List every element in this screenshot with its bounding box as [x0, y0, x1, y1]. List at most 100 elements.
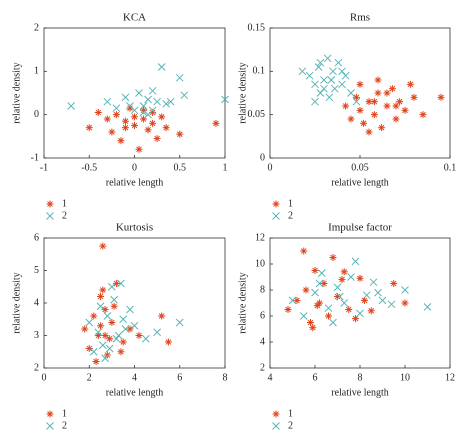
marker-stroke	[317, 269, 326, 277]
marker-stroke	[117, 279, 125, 288]
data-point	[387, 300, 396, 309]
marker-stroke	[127, 105, 133, 111]
marker-stroke	[357, 107, 363, 114]
marker-stroke	[374, 288, 382, 297]
data-point	[121, 124, 129, 132]
marker-stroke	[311, 97, 319, 106]
marker-stroke	[352, 97, 361, 106]
marker-stroke	[298, 67, 307, 76]
marker-stroke	[98, 341, 107, 350]
marker-stroke	[46, 212, 54, 220]
data-point	[144, 95, 152, 104]
marker-stroke	[411, 94, 417, 101]
y-tick-label: 1	[34, 66, 39, 77]
data-point	[361, 296, 368, 304]
x-tick-label: 4	[132, 372, 137, 383]
x-tick-label: 6	[313, 372, 318, 383]
data-point	[144, 126, 152, 134]
data-point	[85, 124, 93, 132]
chart-title: Kurtosis	[116, 222, 153, 234]
marker-stroke	[180, 91, 189, 100]
marker-stroke	[122, 124, 129, 131]
marker-stroke	[273, 411, 279, 417]
data-point	[307, 319, 314, 326]
data-point	[401, 106, 409, 114]
marker-stroke	[327, 76, 336, 84]
marker-stroke	[402, 300, 408, 306]
marker-stroke	[361, 297, 368, 304]
marker-stroke	[320, 76, 328, 84]
data-point	[347, 89, 355, 97]
data-point	[378, 296, 387, 305]
data-point	[157, 63, 166, 71]
legend-marker	[46, 212, 54, 220]
marker-stroke	[113, 111, 120, 118]
marker-stroke	[338, 80, 346, 89]
marker-stroke	[118, 348, 124, 355]
marker-stroke	[103, 312, 112, 320]
data-point	[334, 293, 341, 300]
data-point	[314, 63, 323, 71]
data-point	[323, 54, 332, 63]
marker-stroke	[153, 328, 161, 337]
marker-stroke	[384, 90, 390, 96]
data-point	[419, 111, 427, 119]
marker-stroke	[145, 127, 151, 133]
data-point	[392, 102, 400, 110]
marker-stroke	[360, 120, 367, 127]
marker-stroke	[149, 109, 156, 116]
marker-stroke	[334, 293, 341, 300]
data-point	[112, 280, 120, 287]
data-point	[117, 279, 125, 288]
y-tick-label: 6	[260, 310, 265, 321]
data-point	[121, 93, 130, 102]
data-point	[369, 278, 378, 287]
marker-stroke	[89, 347, 98, 356]
data-point	[162, 99, 171, 108]
marker-stroke	[175, 318, 184, 327]
legend-label: 2	[62, 210, 67, 221]
data-point	[110, 295, 118, 304]
data-point	[103, 115, 111, 123]
marker-stroke	[93, 358, 99, 365]
data-point	[158, 113, 166, 121]
data-point	[108, 282, 116, 291]
marker-stroke	[375, 77, 381, 83]
marker-stroke	[396, 98, 403, 105]
marker-stroke	[119, 315, 128, 324]
data-point	[67, 102, 76, 110]
marker-stroke	[126, 102, 134, 110]
marker-stroke	[333, 283, 342, 292]
marker-stroke	[366, 129, 372, 135]
marker-stroke	[387, 300, 396, 309]
marker-stroke	[300, 248, 307, 254]
marker-stroke	[314, 302, 321, 309]
data-point	[119, 315, 128, 324]
marker-stroke	[314, 63, 323, 71]
marker-stroke	[112, 334, 121, 343]
marker-stroke	[139, 102, 148, 110]
marker-stroke	[325, 93, 334, 102]
legend-marker	[272, 422, 280, 430]
data-point	[153, 97, 161, 106]
data-point	[338, 276, 346, 284]
marker-stroke	[273, 201, 279, 207]
marker-stroke	[375, 90, 381, 96]
marker-stroke	[175, 73, 184, 82]
marker-stroke	[47, 201, 53, 207]
data-point	[175, 73, 184, 82]
marker-stroke	[272, 422, 280, 430]
data-point	[99, 242, 107, 250]
marker-stroke	[324, 304, 333, 313]
data-point	[121, 117, 129, 125]
data-point	[221, 95, 229, 104]
data-point	[101, 306, 109, 313]
data-point	[148, 86, 157, 95]
data-point	[338, 67, 346, 76]
marker-stroke	[389, 85, 396, 92]
marker-stroke	[353, 94, 360, 101]
data-point	[365, 128, 373, 136]
data-point	[103, 312, 112, 320]
